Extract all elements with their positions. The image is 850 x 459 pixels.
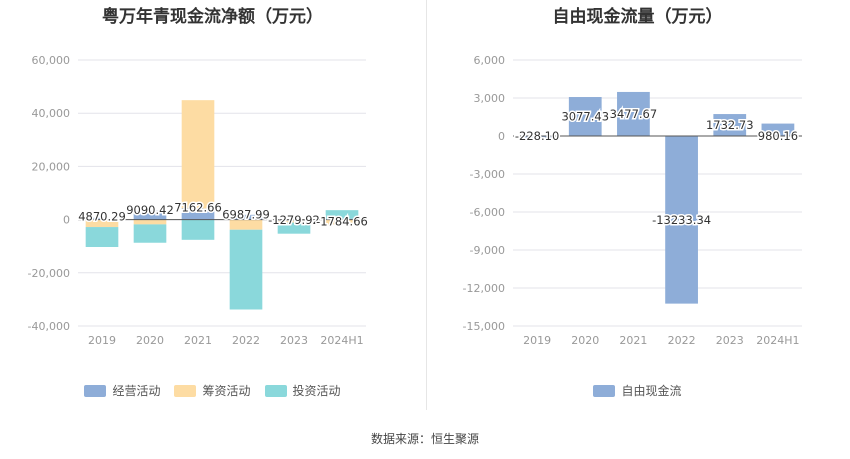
cash-flow-net-legend-label: 经营活动 xyxy=(112,384,161,398)
cash-flow-net-legend-item[interactable]: 筹资活动 xyxy=(174,382,251,399)
free-cash-flow-data-label: 980.16 xyxy=(758,129,798,143)
cash-flow-net-bar xyxy=(85,217,119,220)
cash-flow-net-chart-title: 粤万年青现金流净额（万元） xyxy=(102,7,323,27)
cash-flow-net-bar xyxy=(133,210,167,220)
free-cash-flow-bar xyxy=(520,136,554,139)
free-cash-flow-legend-swatch xyxy=(593,384,616,397)
free-cash-flow-ytick-label: -15,000 xyxy=(463,320,505,333)
free-cash-flow-ytick-label: -3,000 xyxy=(470,168,505,181)
cash-flow-net-xtick-label: 2024H1 xyxy=(320,334,363,347)
cash-flow-net-bar xyxy=(229,219,263,230)
free-cash-flow-ytick-label: 6,000 xyxy=(474,54,506,67)
free-cash-flow-xtick-label: 2022 xyxy=(668,334,696,347)
free-cash-flow-chart-svg: -15,000 -12,000 -9,000 -6,000 -3,000 0 3,000 6,… xyxy=(463,54,802,347)
free-cash-flow-xtick-label: 2023 xyxy=(716,334,744,347)
cash-flow-net-legend-swatch xyxy=(264,384,287,397)
cash-flow-net-legend-item[interactable]: 经营活动 xyxy=(84,382,160,399)
cash-flow-net-bar xyxy=(181,100,215,209)
free-cash-flow-ytick-label: -9,000 xyxy=(470,244,505,257)
free-cash-flow-ytick-label: 0 xyxy=(498,130,505,143)
data-source-note: 数据来源：恒生聚源 xyxy=(370,432,479,446)
free-cash-flow-data-label: 3077.43 xyxy=(561,110,609,124)
free-cash-flow-ytick-label: -6,000 xyxy=(470,206,505,219)
cash-flow-net-legend-swatch xyxy=(84,384,107,397)
free-cash-flow-xtick-label: 2024H1 xyxy=(756,334,799,347)
free-cash-flow-legend: 自由现金流 xyxy=(425,382,850,399)
cash-flow-net-ytick-label: 20,000 xyxy=(32,160,71,173)
cash-flow-net-ytick-label: -40,000 xyxy=(28,320,70,333)
free-cash-flow-bar xyxy=(665,136,698,304)
cash-flow-net-bar xyxy=(85,219,119,228)
cash-flow-net-bar xyxy=(133,219,167,225)
cash-flow-net-bar xyxy=(277,219,311,221)
cash-flow-net-bar xyxy=(325,210,359,219)
cash-flow-net-bar xyxy=(277,220,311,223)
cash-flow-net-xtick-label: 2019 xyxy=(88,334,116,347)
cash-flow-net-bar xyxy=(229,214,263,220)
panel-divider xyxy=(426,0,427,410)
cash-flow-net-data-label: 6987.99 xyxy=(222,207,270,221)
cash-flow-net-xtick-label: 2020 xyxy=(136,334,164,347)
cash-flow-net-xtick-label: 2023 xyxy=(280,334,308,347)
cash-flow-net-ytick-label: -20,000 xyxy=(28,267,70,280)
cash-flow-net-bar xyxy=(181,219,215,240)
cash-flow-net-chart-panel: 粤万年青现金流净额（万元） -40,000 -20,000 0 20,000 40,00… xyxy=(0,0,425,410)
cash-flow-net-bar xyxy=(133,224,167,243)
cash-flow-net-ytick-label: 60,000 xyxy=(32,54,71,67)
cash-flow-net-bar xyxy=(229,229,263,310)
cash-flow-net-data-label: 9090.42 xyxy=(126,203,174,217)
free-cash-flow-data-label: -13233.34 xyxy=(652,213,711,227)
free-cash-flow-data-label: 1732.73 xyxy=(706,118,754,132)
free-cash-flow-data-label: 3477.67 xyxy=(610,107,658,121)
cash-flow-net-ytick-label: 40,000 xyxy=(32,107,71,120)
free-cash-flow-legend-label: 自由现金流 xyxy=(621,384,682,398)
free-cash-flow-legend-item[interactable]: 自由现金流 xyxy=(593,382,682,399)
free-cash-flow-xtick-label: 2021 xyxy=(619,334,647,347)
cash-flow-net-data-label: 7162.66 xyxy=(174,201,222,215)
cash-flow-net-legend-swatch xyxy=(174,384,197,397)
free-cash-flow-xtick-label: 2020 xyxy=(571,334,599,347)
cash-flow-net-ytick-label: 0 xyxy=(63,214,70,227)
cash-flow-net-chart-svg: -40,000 -20,000 0 20,000 40,000 60,000 2019 202… xyxy=(28,54,370,347)
free-cash-flow-ytick-label: 3,000 xyxy=(474,92,506,105)
free-cash-flow-chart-title: 自由现金流量（万元） xyxy=(552,7,723,27)
cash-flow-net-data-label: -1784.66 xyxy=(316,215,368,229)
cash-flow-net-bar xyxy=(181,208,215,220)
free-cash-flow-bar xyxy=(713,114,747,136)
cash-flow-net-bar xyxy=(325,219,359,225)
cash-flow-net-xtick-label: 2022 xyxy=(232,334,260,347)
free-cash-flow-chart-panel: 自由现金流量（万元） -15,000 -12,000 -9,000 -6,000 -3,… xyxy=(425,0,850,410)
cash-flow-net-legend-item[interactable]: 投资活动 xyxy=(264,382,341,399)
cash-flow-net-legend-label: 投资活动 xyxy=(292,384,341,398)
cash-flow-net-legend-label: 筹资活动 xyxy=(202,384,251,398)
cash-flow-net-xtick-label: 2021 xyxy=(184,334,212,347)
free-cash-flow-xtick-label: 2019 xyxy=(523,334,551,347)
free-cash-flow-bar xyxy=(617,91,650,136)
cash-flow-net-legend: 经营活动 筹资活动 投资活动 xyxy=(0,382,425,399)
cash-flow-net-data-label: -1279.92 xyxy=(268,213,320,227)
free-cash-flow-data-label: -228.10 xyxy=(515,129,559,143)
free-cash-flow-bar xyxy=(761,123,795,136)
cash-flow-net-bar xyxy=(277,222,311,234)
cash-flow-net-data-label: 4870.29 xyxy=(78,209,126,223)
free-cash-flow-bar xyxy=(568,97,602,136)
cash-flow-net-bar xyxy=(85,227,119,247)
free-cash-flow-ytick-label: -12,000 xyxy=(463,282,505,295)
